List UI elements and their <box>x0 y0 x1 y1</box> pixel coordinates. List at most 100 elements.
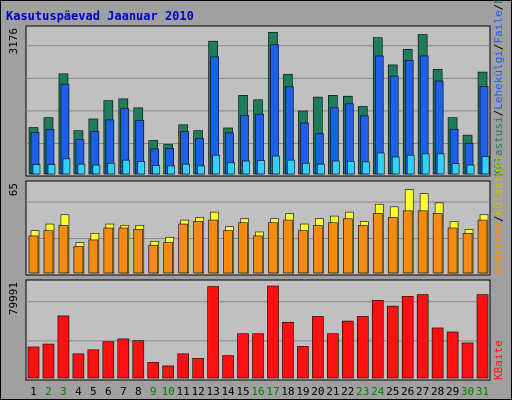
bar-kbytes-day-31 <box>476 294 489 379</box>
bar-kbytes-day-1 <box>27 346 40 379</box>
bar-sites-day-20 <box>313 225 323 274</box>
day-label-6: 6 <box>105 385 112 398</box>
day-label-15: 15 <box>236 385 249 398</box>
bar-sites-day-30 <box>462 233 473 274</box>
bar-kbytes-day-28 <box>431 327 444 379</box>
bar-files-day-20 <box>317 163 325 175</box>
legend-middle: Aadresse/Külastusi <box>492 156 505 275</box>
bar-files-day-8 <box>137 161 146 175</box>
legend-top: Külastusi/Lehekülgi/Faile/Päringuid <box>492 0 505 176</box>
bar-sites-day-12 <box>193 221 203 274</box>
bar-files-day-16 <box>257 160 265 175</box>
legend-entry: Lehekülgi <box>492 50 505 110</box>
day-label-25: 25 <box>386 385 399 398</box>
day-label-8: 8 <box>135 385 142 398</box>
bar-files-day-2 <box>47 164 56 175</box>
bar-files-day-7 <box>122 159 131 175</box>
bar-kbytes-day-11 <box>177 353 189 379</box>
bar-kbytes-day-22 <box>342 320 354 379</box>
day-label-17: 17 <box>266 385 279 398</box>
bar-files-day-13 <box>212 154 220 175</box>
bar-sites-day-22 <box>343 218 353 274</box>
bar-files-day-11 <box>182 163 190 175</box>
bar-files-day-21 <box>332 160 340 175</box>
bar-kbytes-day-21 <box>327 333 339 379</box>
bar-sites-day-18 <box>283 219 293 274</box>
panel-bottom: 79991 KBaite <box>7 279 505 381</box>
day-label-9: 9 <box>150 385 157 398</box>
bar-sites-day-5 <box>88 239 99 274</box>
bar-kbytes-day-29 <box>446 331 459 379</box>
chart-title: Kasutuspäevad Jaanuar 2010 <box>6 9 194 23</box>
bar-sites-day-29 <box>447 227 458 274</box>
legend-entry: Päringuid <box>492 0 505 4</box>
bar-sites-day-1 <box>28 235 39 274</box>
bar-kbytes-day-7 <box>117 338 130 379</box>
day-label-16: 16 <box>251 385 264 398</box>
bar-sites-day-7 <box>118 227 129 274</box>
bar-kbytes-day-2 <box>42 343 55 379</box>
bar-kbytes-day-26 <box>401 296 414 379</box>
day-label-14: 14 <box>221 385 235 398</box>
legend-separator: / <box>492 110 505 117</box>
day-label-24: 24 <box>371 385 385 398</box>
legend-entry: Aadresse <box>492 222 505 275</box>
legend-entry: Külastusi <box>492 156 505 216</box>
bar-sites-day-4 <box>73 246 84 274</box>
bar-kbytes-day-12 <box>192 358 204 379</box>
bar-sites-day-16 <box>253 235 263 274</box>
bar-sites-day-31 <box>477 219 488 274</box>
bar-kbytes-day-13 <box>207 286 219 379</box>
bar-sites-day-26 <box>402 210 413 274</box>
bar-sites-day-11 <box>178 223 188 274</box>
bar-sites-day-24 <box>372 213 383 274</box>
bar-files-day-9 <box>152 165 161 175</box>
bar-kbytes-day-3 <box>57 315 70 379</box>
bar-kbytes-day-15 <box>237 333 249 379</box>
day-label-31: 31 <box>476 385 489 398</box>
day-label-21: 21 <box>326 385 339 398</box>
bar-kbytes-day-5 <box>87 349 100 379</box>
bar-files-day-23 <box>361 161 370 175</box>
day-label-30: 30 <box>461 385 474 398</box>
bar-files-day-15 <box>242 160 250 175</box>
scale-label-bottom: 79991 <box>7 282 20 315</box>
bar-sites-day-15 <box>238 222 248 274</box>
bar-sites-day-21 <box>328 222 338 274</box>
bar-files-day-19 <box>302 162 310 175</box>
bar-pages-day-17 <box>270 44 279 175</box>
bar-kbytes-day-19 <box>297 346 309 379</box>
bar-sites-day-9 <box>148 244 159 274</box>
day-label-27: 27 <box>416 385 429 398</box>
day-label-4: 4 <box>75 385 82 398</box>
day-label-29: 29 <box>446 385 459 398</box>
bar-kbytes-day-4 <box>72 353 85 379</box>
scale-label-top: 3176 <box>7 28 20 55</box>
bar-kbytes-day-24 <box>371 300 384 379</box>
panel-top: 3176 Külastusi/Lehekülgi/Faile/Päringuid <box>7 0 505 177</box>
bar-sites-day-27 <box>417 210 428 274</box>
day-label-11: 11 <box>177 385 190 398</box>
bar-files-day-4 <box>77 163 86 175</box>
panel-middle: 65 Aadresse/Külastusi <box>7 156 505 276</box>
bar-files-day-12 <box>197 165 205 175</box>
day-label-1: 1 <box>30 385 37 398</box>
day-label-10: 10 <box>162 385 175 398</box>
bar-kbytes-day-17 <box>267 285 279 379</box>
legend-separator: / <box>492 4 505 11</box>
bar-kbytes-day-16 <box>252 333 264 379</box>
bar-sites-day-6 <box>103 227 114 274</box>
legend-entry: KBaite <box>492 340 505 380</box>
bar-files-day-30 <box>466 164 475 175</box>
day-label-28: 28 <box>431 385 444 398</box>
bar-kbytes-day-30 <box>461 342 474 379</box>
legend-separator: / <box>492 44 505 51</box>
bar-sites-day-19 <box>298 230 308 274</box>
bar-files-day-31 <box>481 156 490 175</box>
bar-files-day-24 <box>376 152 385 175</box>
bar-sites-day-2 <box>43 230 54 274</box>
bar-kbytes-day-27 <box>416 294 429 379</box>
bar-sites-day-13 <box>208 219 218 274</box>
